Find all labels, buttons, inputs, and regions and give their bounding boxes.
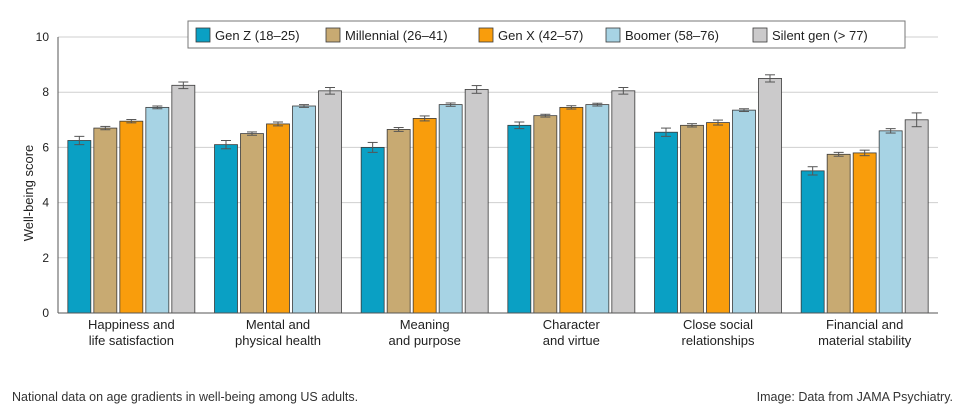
y-tick-label: 4 (42, 196, 49, 210)
bar (240, 133, 264, 314)
bar (533, 115, 558, 314)
category-label: material stability (818, 333, 912, 348)
bar (559, 106, 584, 314)
legend-swatch (752, 27, 768, 43)
y-tick-label: 6 (42, 140, 49, 154)
bar (585, 104, 610, 314)
bar (412, 118, 437, 314)
category-label: Close social (683, 317, 753, 332)
bar (145, 106, 170, 314)
legend-label: Millennial (26–41) (345, 28, 448, 43)
bar (826, 153, 851, 314)
bar (214, 144, 238, 314)
error-bars (74, 74, 922, 176)
category-label: and purpose (389, 333, 461, 348)
category-label: physical health (235, 333, 321, 348)
caption-text: National data on age gradients in well-b… (12, 390, 359, 404)
bar (360, 146, 385, 314)
legend-swatch (478, 27, 494, 43)
bar (318, 90, 342, 314)
bar (438, 104, 463, 314)
legend-box (187, 20, 906, 49)
bar (266, 123, 290, 314)
bar (464, 89, 489, 314)
y-tick-label: 2 (42, 251, 49, 265)
y-tick-label: 8 (42, 85, 49, 99)
legend-swatch (195, 27, 211, 43)
category-label: Mental and (246, 317, 310, 332)
legend-label: Gen X (42–57) (498, 28, 583, 43)
y-tick-labels: 0 2 4 6 8 10 (36, 30, 50, 320)
bar (852, 152, 877, 314)
category-label: Financial and (826, 317, 903, 332)
y-axis-title: Well-being score (21, 145, 36, 242)
bar (680, 124, 704, 314)
category-label: Meaning (400, 317, 450, 332)
bar (386, 129, 411, 314)
bar (904, 119, 929, 314)
legend-label: Boomer (58–76) (625, 28, 719, 43)
category-label: relationships (682, 333, 755, 348)
y-tick-label: 0 (42, 306, 49, 320)
bar (119, 120, 144, 314)
bar (171, 84, 196, 314)
bar (292, 105, 316, 314)
bar (758, 78, 782, 314)
legend-swatch (605, 27, 621, 43)
bar (611, 90, 636, 314)
bar (878, 130, 903, 314)
axes (57, 37, 938, 314)
category-label: life satisfaction (89, 333, 174, 348)
bar (732, 109, 756, 314)
legend-swatch (325, 27, 341, 43)
bar (654, 131, 678, 314)
bar (93, 127, 118, 314)
category-label: Happiness and (88, 317, 175, 332)
category-label: and virtue (543, 333, 600, 348)
bar (800, 170, 825, 314)
bar (507, 124, 532, 314)
bar (706, 122, 730, 314)
legend-label: Silent gen (> 77) (772, 28, 868, 43)
category-label: Character (543, 317, 601, 332)
legend-label: Gen Z (18–25) (215, 28, 300, 43)
bars (67, 78, 929, 314)
image-credit: Image: Data from JAMA Psychiatry. (756, 390, 953, 404)
bar (67, 140, 92, 314)
y-tick-label: 10 (36, 30, 50, 44)
legend: Gen Z (18–25) Millennial (26–41) Gen X (42… (187, 20, 906, 49)
